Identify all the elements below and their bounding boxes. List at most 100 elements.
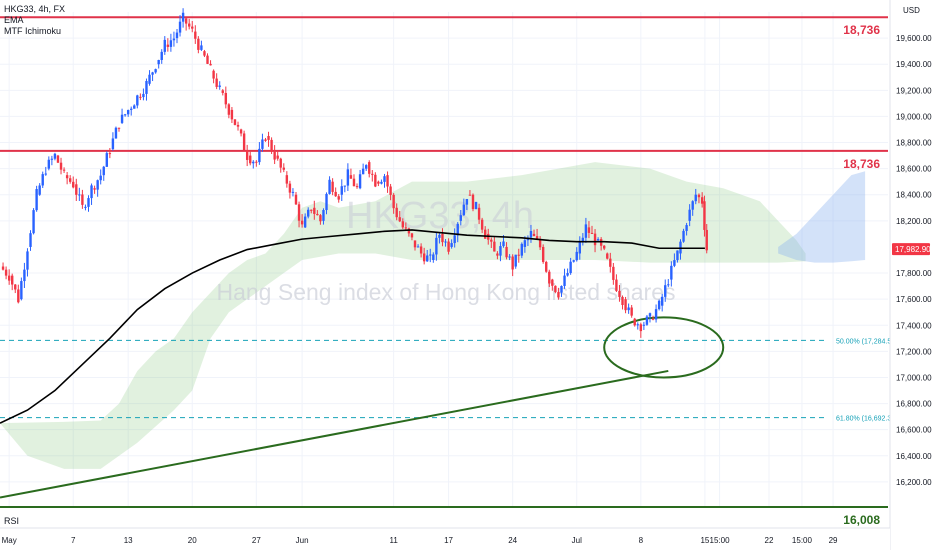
candle-body <box>660 296 664 306</box>
candle-body <box>700 197 704 204</box>
candle-body <box>523 240 527 247</box>
candle-body <box>87 198 90 207</box>
candle-body <box>444 241 447 243</box>
candle-body <box>517 254 520 256</box>
candle-body <box>477 207 481 220</box>
candle-body <box>462 204 466 216</box>
highlight-ellipse <box>603 316 725 379</box>
candle-body <box>114 127 118 139</box>
candle-body <box>538 239 542 248</box>
candle-body <box>474 201 478 210</box>
candle-body <box>355 186 359 188</box>
candle-body <box>664 285 667 297</box>
candle-body <box>596 239 600 241</box>
candle-body <box>368 162 371 174</box>
candle-body <box>26 251 29 270</box>
price-axis-bg <box>890 0 932 550</box>
candle-body <box>65 175 69 179</box>
rsi-pane-label[interactable]: RSI <box>4 516 20 526</box>
candle-body <box>374 174 377 187</box>
candle-body <box>703 201 706 230</box>
candle-body <box>520 243 524 256</box>
x-tick-label: 27 <box>252 536 261 545</box>
candle-body <box>194 31 197 39</box>
candle-body <box>29 233 32 247</box>
candle-body <box>343 185 347 187</box>
candle-body <box>346 169 350 186</box>
candle-body <box>691 201 694 210</box>
y-tick-label: 18,800.00 <box>896 139 932 148</box>
candle-body <box>117 127 121 129</box>
candle-body <box>206 55 209 64</box>
candle-body <box>636 324 639 326</box>
last-price-label: 17,982.90 <box>895 245 931 254</box>
candle-body <box>191 26 194 29</box>
x-tick-label: 20 <box>188 536 197 545</box>
watermark-title: HKG33, 4h <box>346 195 534 237</box>
candle-body <box>133 105 136 109</box>
candle-body <box>688 209 691 221</box>
candle-body <box>157 59 160 65</box>
candle-body <box>187 23 191 27</box>
candle-body <box>624 299 627 311</box>
candle-body <box>273 151 276 160</box>
candle-body <box>200 45 203 50</box>
candle-body <box>535 236 539 240</box>
x-tick-label: 8 <box>639 536 644 545</box>
watermark: HKG33, 4h Hang Seng index of Hong Kong l… <box>216 195 675 305</box>
indicator-ema-label[interactable]: EMA <box>4 15 24 25</box>
candle-body <box>352 178 356 187</box>
candle-body <box>233 119 237 125</box>
candle-body <box>401 221 405 228</box>
candle-body <box>480 219 484 230</box>
candle-body <box>511 256 514 270</box>
candle-body <box>1 266 5 270</box>
candle-body <box>465 199 469 205</box>
candle-body <box>62 169 66 171</box>
y-tick-label: 16,400.00 <box>896 452 932 461</box>
candle-body <box>47 159 51 169</box>
candle-body <box>224 92 228 105</box>
candle-body <box>239 129 243 134</box>
level-label: 18,736 <box>843 157 880 171</box>
x-tick-label: Jul <box>572 536 582 545</box>
x-tick-label: 29 <box>829 536 838 545</box>
candle-body <box>645 316 649 325</box>
candle-body <box>68 178 72 182</box>
ichimoku-cloud-green <box>0 162 806 469</box>
candle-body <box>81 194 84 205</box>
y-tick-label: 18,200.00 <box>896 217 932 226</box>
candle-body <box>682 230 685 242</box>
indicator-ichimoku-label[interactable]: MTF Ichimoku <box>4 26 62 36</box>
x-tick-label: 22 <box>765 536 774 545</box>
candle-body <box>297 204 301 221</box>
y-tick-label: 18,600.00 <box>896 165 932 174</box>
symbol-header[interactable]: HKG33, 4h, FX <box>4 4 66 14</box>
candle-body <box>300 220 304 225</box>
candle-body <box>590 232 594 234</box>
candle-body <box>468 194 472 196</box>
candle-body <box>145 80 148 94</box>
candle-body <box>126 110 130 115</box>
candle-body <box>212 70 215 79</box>
candle-body <box>242 133 246 151</box>
candle-body <box>59 162 63 170</box>
legend: HKG33, 4h, FX EMA MTF Ichimoku <box>4 4 65 37</box>
candle-body <box>630 307 633 316</box>
candle-body <box>453 235 456 244</box>
candle-body <box>705 229 708 251</box>
candle-body <box>209 63 212 66</box>
candles-layer[interactable] <box>1 8 708 338</box>
candle-body <box>557 292 560 298</box>
candle-body <box>483 229 487 239</box>
candle-body <box>148 74 151 84</box>
candle-body <box>328 179 331 194</box>
x-tick-label: 24 <box>508 536 517 545</box>
candle-body <box>108 153 112 155</box>
candle-body <box>383 176 386 182</box>
candle-body <box>56 155 60 163</box>
candle-body <box>651 318 655 320</box>
watermark-subtitle: Hang Seng index of Hong Kong listed shar… <box>216 279 675 305</box>
